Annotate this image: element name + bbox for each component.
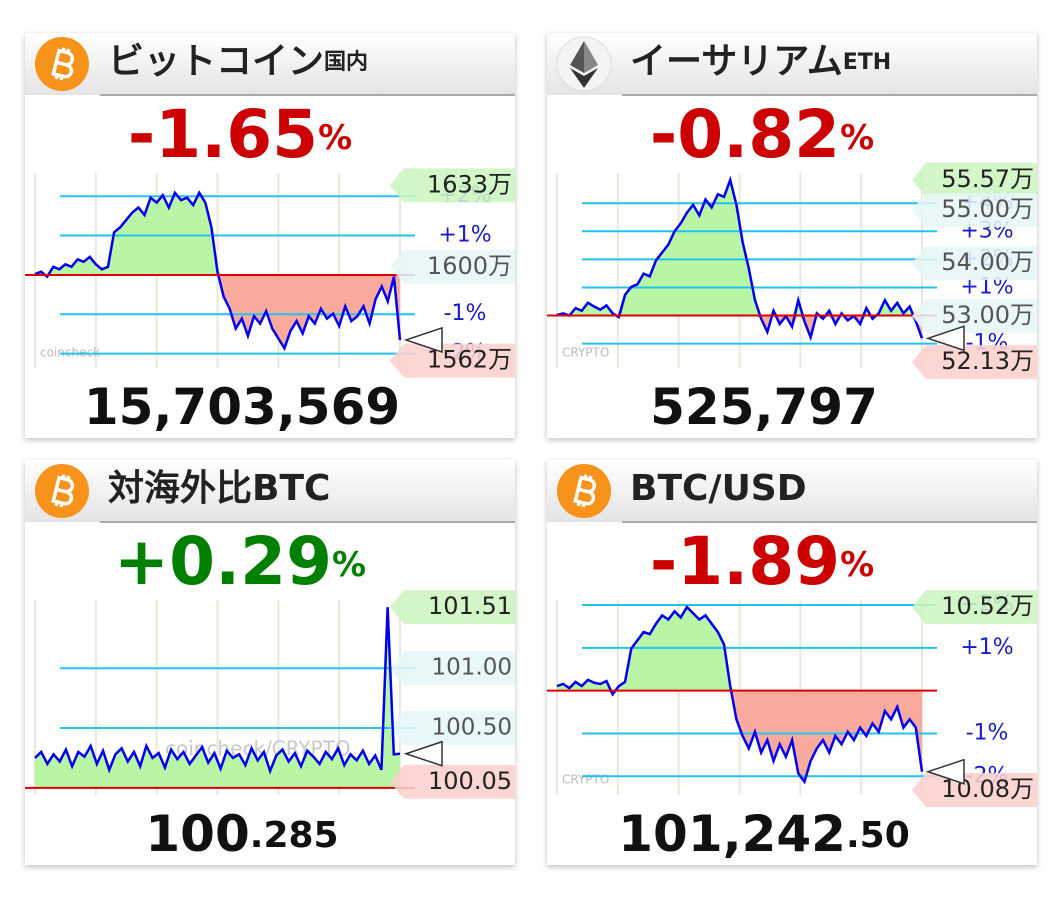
panel-title: 対海外比BTC: [108, 468, 330, 509]
price-main: 100: [145, 805, 249, 863]
price-tag: [912, 590, 1037, 625]
icon-glyph: [51, 474, 75, 508]
title-text: BTC/USD: [630, 468, 807, 509]
change: -0.82%: [650, 96, 874, 173]
price-tag-label: 1600万: [427, 252, 512, 280]
change-unit: %: [840, 545, 874, 585]
title-text: ビットコイン: [108, 41, 324, 82]
title-suffix: ETH: [843, 50, 891, 75]
price: 525,797: [650, 378, 878, 436]
header-band: [25, 460, 515, 522]
area-down: [557, 690, 922, 782]
header-band: [547, 33, 1037, 95]
price-tag-label: 100.05: [428, 767, 512, 795]
current-pointer: [925, 325, 965, 352]
y-tick-label: 101.00: [432, 655, 512, 681]
price-tag-label: 55.00万: [941, 195, 1034, 223]
price-tag: [390, 590, 515, 625]
price-tag: [390, 249, 515, 284]
price-sub: .285: [250, 815, 339, 856]
y-tick-label: +1%: [960, 635, 1013, 660]
price-tag-label: 10.52万: [941, 592, 1034, 620]
icon-glyph: [570, 68, 598, 88]
price-tag-label: 53.00万: [941, 301, 1034, 329]
price-tag-label: 1633万: [427, 170, 512, 198]
y-tick-label: -1%: [444, 301, 487, 326]
price-tag: [912, 773, 1037, 808]
change-value: -1.89: [650, 523, 840, 600]
watermark: CRYPTO: [562, 346, 609, 360]
change-unit: %: [318, 118, 352, 158]
area-up: [35, 607, 400, 788]
area-up: [557, 607, 922, 691]
header-band: [547, 460, 1037, 522]
y-tick-label: -1%: [966, 720, 1009, 745]
icon-glyph: [51, 47, 75, 81]
price: 100.285: [145, 805, 338, 863]
title-text: イーサリアム: [630, 41, 843, 82]
price: 101,242.50: [618, 805, 910, 863]
price-tag: [390, 168, 515, 203]
change: -1.89%: [650, 523, 874, 600]
panel-group: イーサリアムETH-0.82%CRYPTO+4%+3%+2%+1%-1%55.5…: [547, 33, 1037, 438]
price-tag: [912, 246, 1037, 281]
price-tag-label: 54.00万: [941, 248, 1034, 276]
header-band: [25, 33, 515, 95]
current-pointer: [403, 740, 443, 767]
area-down: [35, 274, 400, 349]
price-main: 525,797: [650, 378, 878, 436]
price-tag: [912, 299, 1037, 334]
tick-tag: [390, 651, 515, 686]
change-unit: %: [332, 545, 366, 585]
title-text: 対海外比BTC: [108, 468, 330, 509]
panel-title: BTC/USD: [630, 468, 807, 509]
price-line: [34, 607, 401, 775]
current-pointer: [403, 326, 443, 354]
change-value: -0.82: [650, 96, 840, 173]
price-sub: .50: [846, 815, 910, 856]
area-up: [557, 179, 922, 316]
panel-title: イーサリアムETH: [630, 41, 891, 82]
price-tag-label: 52.13万: [941, 347, 1034, 375]
price-line: [556, 605, 924, 785]
change-unit: %: [840, 118, 874, 158]
change-value: +0.29: [114, 523, 332, 600]
watermark: CRYPTO: [562, 773, 609, 787]
current-pointer: [925, 758, 965, 785]
price-tag-label: 101.51: [428, 592, 512, 620]
title-suffix: 国内: [324, 50, 368, 75]
price-tag: [390, 343, 515, 378]
y-tick-label: +1%: [438, 222, 491, 247]
panel-title: ビットコイン国内: [108, 41, 368, 82]
price-tag: [390, 764, 515, 799]
watermark: coincheck: [40, 346, 100, 360]
price-tag: [912, 162, 1037, 197]
area-up: [35, 192, 400, 275]
panel-group: ビットコイン国内-1.65%coincheck+2%+1%-1%-2%1633万…: [25, 33, 515, 438]
panel-group: 対海外比BTC+0.29%coincheck/CRYPTO101.00100.5…: [25, 460, 515, 865]
price-tag-label: 55.57万: [941, 165, 1034, 193]
price-main: 101,242: [618, 805, 846, 863]
change: +0.29%: [114, 523, 366, 600]
change-value: -1.65: [128, 96, 318, 173]
icon-glyph: [573, 474, 597, 508]
price-line: [34, 190, 402, 352]
price-tag: [912, 345, 1037, 380]
change: -1.65%: [128, 96, 352, 173]
icon-glyph: [584, 41, 598, 73]
price-tag: [912, 193, 1037, 228]
panel-group: BTC/USD-1.89%CRYPTO+2%+1%-1%-2%10.52万10.…: [547, 460, 1037, 865]
price-main: 15,703,569: [84, 378, 400, 436]
price: 15,703,569: [84, 378, 400, 436]
y-tick-label: 100.50: [432, 715, 512, 741]
tick-tag: [390, 711, 515, 746]
